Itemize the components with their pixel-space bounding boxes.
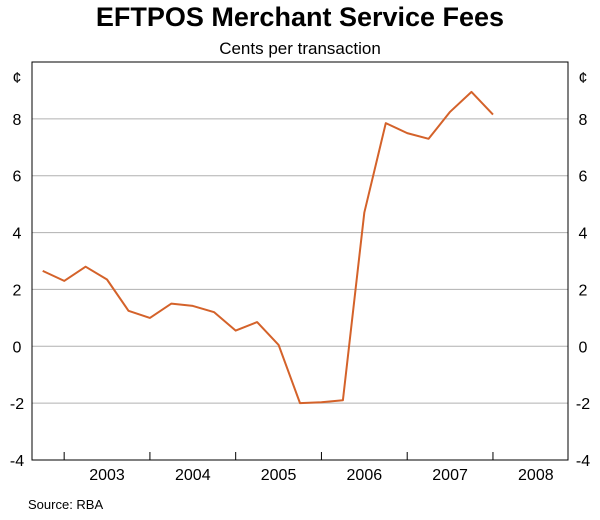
plot-frame: [31, 61, 569, 461]
y-unit-right: ¢: [579, 70, 588, 87]
y-tick-label-left: 6: [13, 169, 22, 186]
x-tick-label: 2008: [518, 467, 554, 484]
y-tick-label-right: -4: [576, 453, 590, 470]
chart-source: Source: RBA: [28, 497, 104, 512]
x-tick-label: 2006: [347, 467, 383, 484]
x-tick-label: 2007: [432, 467, 468, 484]
chart-subtitle: Cents per transaction: [219, 39, 381, 58]
y-tick-label-right: 8: [579, 112, 588, 129]
x-tick-label: 2004: [175, 467, 211, 484]
y-tick-label-right: 4: [579, 226, 588, 243]
y-tick-label-left: 2: [13, 282, 22, 299]
y-tick-label-left: -2: [10, 396, 24, 413]
y-tick-label-right: 6: [579, 169, 588, 186]
y-tick-label-right: -2: [576, 396, 590, 413]
y-tick-label-left: 8: [13, 112, 22, 129]
chart-title: EFTPOS Merchant Service Fees: [95, 2, 505, 32]
y-unit-left: ¢: [13, 70, 22, 87]
y-tick-label-left: -4: [10, 453, 24, 470]
y-tick-label-right: 0: [579, 339, 588, 356]
y-tick-label-left: 4: [13, 226, 22, 243]
y-tick-label-left: 0: [13, 339, 22, 356]
x-tick-label: 2003: [89, 467, 125, 484]
x-tick-label: 2005: [261, 467, 297, 484]
series-line: [42, 90, 494, 405]
y-tick-label-right: 2: [579, 282, 588, 299]
